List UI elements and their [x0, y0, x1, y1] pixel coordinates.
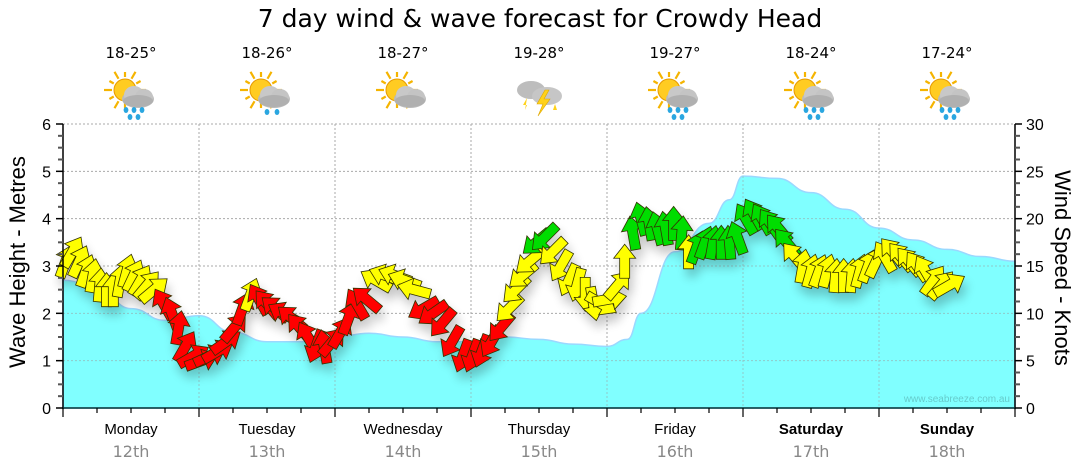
left-tick-label: 5 — [42, 164, 51, 181]
wind-arrow — [612, 243, 637, 279]
wind-arrow — [509, 260, 540, 287]
right-tick-label: 10 — [1026, 306, 1044, 323]
wind-series — [54, 198, 966, 373]
wind-arrow — [352, 287, 384, 315]
temperature-range: 18-25° — [105, 44, 157, 62]
sun-cloud-heavy-rain-icon — [917, 68, 977, 122]
sun-cloud-heavy-rain-icon — [781, 68, 841, 122]
left-tick-label: 2 — [42, 306, 51, 323]
right-tick-label: 0 — [1026, 401, 1035, 418]
date-label: 15th — [520, 442, 558, 461]
left-tick-label: 1 — [42, 354, 51, 371]
wind-arrow — [396, 277, 433, 301]
sun-cloud-icon — [373, 68, 433, 122]
date-label: 18th — [928, 442, 966, 461]
date-label: 12th — [112, 442, 150, 461]
axes: 0 1 2 3 4 5 6 0 5 10 15 20 25 30 — [42, 117, 1044, 418]
day-label: Saturday — [778, 421, 844, 438]
sun-cloud-heavy-rain-icon — [101, 68, 161, 122]
temperature-range: 19-28° — [513, 44, 565, 62]
temperature-range: 18-27° — [377, 44, 429, 62]
date-label: 14th — [384, 442, 422, 461]
temperature-range: 19-27° — [649, 44, 701, 62]
wind-arrow — [931, 273, 966, 299]
chart-title: 7 day wind & wave forecast for Crowdy He… — [257, 4, 823, 33]
left-tick-label: 6 — [42, 117, 51, 134]
right-tick-label: 30 — [1026, 117, 1044, 134]
temperature-range: 17-24° — [921, 44, 973, 62]
left-tick-label: 4 — [42, 212, 51, 229]
day-label: Friday — [654, 421, 696, 438]
wave-height-area — [62, 175, 1016, 409]
date-label: 16th — [656, 442, 694, 461]
day-label: Monday — [104, 421, 158, 438]
sun-cloud-heavy-rain-icon — [645, 68, 705, 122]
temperature-range: 18-26° — [241, 44, 293, 62]
right-tick-label: 15 — [1026, 259, 1044, 276]
day-label: Wednesday — [363, 421, 443, 438]
watermark: www.seabreeze.com.au — [903, 394, 1010, 405]
right-tick-label: 20 — [1026, 212, 1044, 229]
sun-cloud-light-rain-icon — [237, 68, 297, 122]
wind-arrow — [431, 305, 458, 337]
wind-arrow — [531, 221, 561, 251]
date-label: 17th — [792, 442, 830, 461]
right-tick-label: 25 — [1026, 164, 1044, 181]
right-tick-label: 5 — [1026, 354, 1035, 371]
left-tick-label: 0 — [42, 401, 51, 418]
left-tick-label: 3 — [42, 259, 51, 276]
wind-arrow — [725, 221, 749, 256]
wind-arrow — [440, 323, 466, 358]
temperature-range: 18-24° — [785, 44, 837, 62]
day-label: Thursday — [507, 421, 571, 438]
wind-arrow — [670, 215, 694, 251]
wind-arrow — [167, 310, 191, 346]
date-label: 13th — [248, 442, 286, 461]
wind-arrow — [602, 271, 630, 302]
thunderstorm-icon — [509, 68, 569, 122]
day-label: Tuesday — [238, 421, 296, 438]
day-label: Sunday — [919, 421, 975, 438]
